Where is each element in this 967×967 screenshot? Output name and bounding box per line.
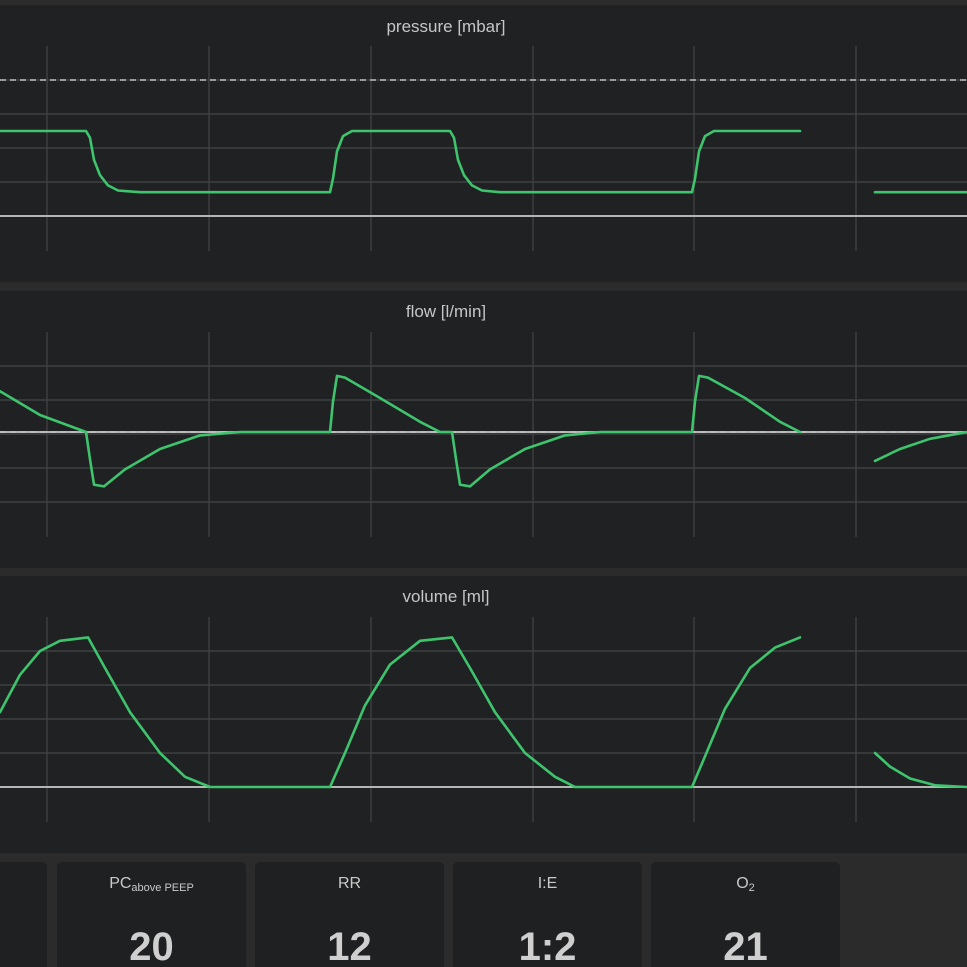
volume-chart (0, 617, 967, 822)
pressure-chart-title: pressure [mbar] (386, 17, 506, 36)
volume-waveform-segment (0, 636, 802, 789)
parameter-value-ie: 1:2 (518, 925, 577, 967)
parameter-value-pc: 20 (129, 925, 174, 967)
volume-waveform-segment (873, 751, 967, 789)
pressure-chart (0, 46, 967, 251)
volume-chart-title: volume [ml] (402, 587, 490, 606)
parameter-card-rr[interactable]: RR 12 (255, 862, 444, 967)
pressure-panel: pressure [mbar] (0, 5, 967, 282)
parameter-card-ie[interactable]: I:E 1:2 (453, 862, 642, 967)
parameter-card-partial[interactable] (0, 862, 47, 967)
flow-panel: flow [l/min] (0, 291, 967, 568)
flow-waveform-segment (0, 374, 802, 488)
pressure-waveform-segment (0, 129, 802, 194)
parameter-card-pc[interactable]: PCabove PEEP 20 (57, 862, 246, 967)
parameter-card-o2[interactable]: O2 21 (651, 862, 840, 967)
flow-waveform-segment (873, 430, 967, 463)
parameter-label-rr: RR (337, 875, 362, 892)
parameter-value-rr: 12 (327, 925, 372, 967)
parameter-label-ie: I:E (537, 875, 558, 892)
parameter-value-o2: 21 (723, 925, 768, 967)
volume-panel: volume [ml] (0, 576, 967, 853)
flow-chart (0, 332, 967, 537)
parameter-label-o2: O2 (736, 875, 755, 894)
parameter-label-pc: PCabove PEEP (109, 875, 194, 894)
flow-chart-title: flow [l/min] (405, 302, 487, 321)
